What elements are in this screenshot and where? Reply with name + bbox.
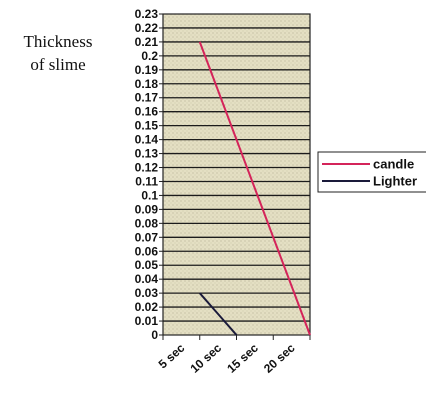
x-tick-label: 10 sec xyxy=(187,341,224,376)
x-tick-label: 15 sec xyxy=(224,341,261,376)
y-tick-label: 0.22 xyxy=(135,21,159,35)
y-tick-label: 0.15 xyxy=(135,119,159,133)
y-tick-label: 0.16 xyxy=(135,105,159,119)
y-tick-label: 0.19 xyxy=(135,63,159,77)
y-tick-label: 0 xyxy=(151,328,158,342)
legend-label: candle xyxy=(373,157,414,172)
y-tick-label: 0.05 xyxy=(135,258,159,272)
y-tick-label: 0.23 xyxy=(135,7,159,21)
y-axis-label: Thickness of slime xyxy=(8,30,108,76)
y-tick-label: 0.18 xyxy=(135,77,159,91)
y-tick-label: 0.17 xyxy=(135,91,159,105)
series-line-lighter xyxy=(198,292,238,336)
legend-box xyxy=(317,151,426,193)
x-tick-label: 5 sec xyxy=(156,341,188,372)
series-line-candle xyxy=(198,41,311,336)
y-tick-label: 0.1 xyxy=(141,188,158,202)
y-tick-label: 0.2 xyxy=(141,49,158,63)
y-tick-label: 0.04 xyxy=(135,272,159,286)
y-tick-label: 0.02 xyxy=(135,300,159,314)
y-tick-label: 0.07 xyxy=(135,230,159,244)
legend-label: Lighter xyxy=(373,174,417,189)
x-tick-label: 20 sec xyxy=(261,341,298,376)
y-tick-label: 0.03 xyxy=(135,286,159,300)
y-tick-label: 0.09 xyxy=(135,202,159,216)
y-tick-label: 0.12 xyxy=(135,161,159,175)
y-tick-label: 0.14 xyxy=(135,133,159,147)
y-axis-label-line-2: of slime xyxy=(30,55,86,74)
y-tick-label: 0.11 xyxy=(135,174,158,188)
plot-area xyxy=(162,13,311,336)
y-axis-label-line-1: Thickness xyxy=(23,32,93,51)
y-tick-label: 0.08 xyxy=(135,216,159,230)
y-tick-label: 0.06 xyxy=(135,244,159,258)
y-tick-label: 0.21 xyxy=(135,35,159,49)
y-tick-label: 0.01 xyxy=(135,314,159,328)
y-tick-label: 0.13 xyxy=(135,147,159,161)
